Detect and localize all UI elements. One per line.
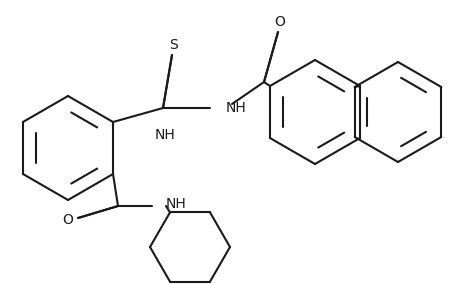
Text: O: O [275, 15, 286, 29]
Text: NH: NH [166, 197, 187, 211]
Text: NH: NH [155, 128, 176, 142]
Text: S: S [170, 38, 178, 52]
Text: O: O [63, 213, 74, 227]
Text: NH: NH [226, 101, 247, 115]
